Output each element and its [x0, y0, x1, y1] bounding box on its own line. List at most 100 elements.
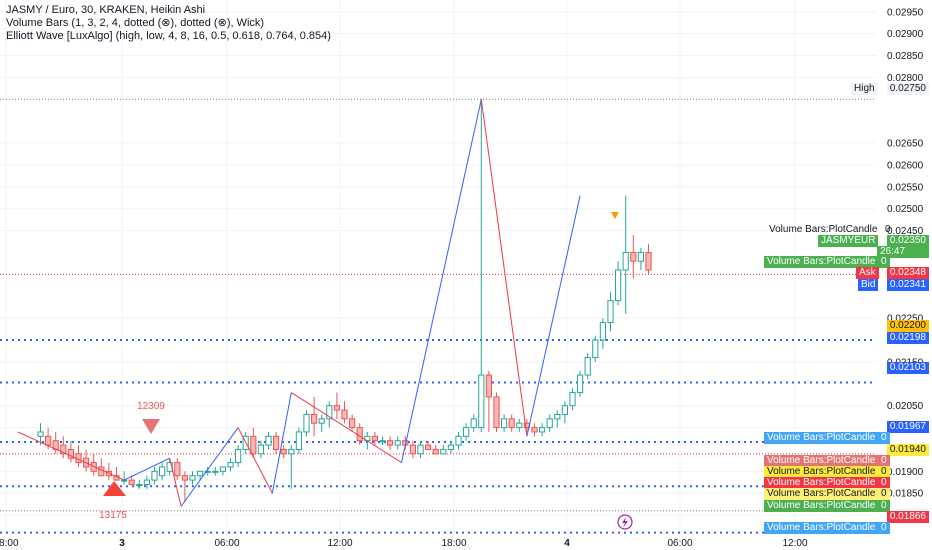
- price-tick-label: 0.02950: [887, 7, 924, 18]
- candle-body: [333, 405, 340, 411]
- plot-candle-pink: Volume Bars:PlotCandle: [764, 455, 879, 467]
- candle-body: [463, 427, 470, 437]
- candle-body: [432, 448, 439, 455]
- wave-segment: [237, 427, 273, 494]
- candle-body: [45, 435, 52, 446]
- candle-body: [531, 427, 538, 433]
- candle-body: [569, 392, 576, 407]
- price-tick-label: 0.02800: [887, 73, 924, 84]
- candle-body: [577, 374, 584, 394]
- volume-bars-indicator[interactable]: Volume Bars (1, 3, 2, 4, dotted (⊗), dot…: [6, 17, 265, 29]
- volume-bars-plot-value: 0: [885, 224, 891, 235]
- volume-bars-plot-text: Volume Bars:PlotCandle: [769, 224, 878, 235]
- price-tick-label: 0.01850: [887, 489, 924, 500]
- volume-bars-plot-green: Volume Bars:PlotCandle: [764, 256, 879, 268]
- candle-body: [121, 479, 128, 482]
- candle-body: [599, 322, 606, 341]
- plot-candle-blue-2-value: 0: [878, 522, 890, 534]
- symbol-title[interactable]: JASMY / Euro, 30, KRAKEN, Heikin Ashi: [6, 4, 206, 16]
- price-tick-label: 0.02250: [887, 314, 924, 325]
- level-label-3: 0.02103: [886, 362, 929, 374]
- time-tick-label: 06:00: [667, 538, 692, 549]
- price-tick-label: 0.02050: [887, 401, 924, 412]
- candle-body: [440, 448, 447, 455]
- price-tick-label: 0.02850: [887, 51, 924, 62]
- candle-body: [387, 440, 394, 446]
- wave-segment: [123, 457, 170, 481]
- plot-candle-green-value: 0: [878, 500, 890, 512]
- candle-body: [516, 422, 523, 429]
- time-axis[interactable]: 18:00 3 06:00 12:00 18:00 4 06:00 12:00: [0, 538, 808, 549]
- candle-body: [584, 357, 591, 376]
- candle-body: [181, 475, 189, 481]
- bid-text: Bid: [858, 279, 879, 291]
- wave-segment: [17, 431, 125, 481]
- candle-body: [455, 435, 462, 446]
- level-label-5: 0.01940: [886, 444, 929, 456]
- wave-high-annotation: 12309: [137, 401, 165, 412]
- candle-body: [159, 466, 166, 477]
- price-tick-label: 0.02600: [887, 160, 924, 171]
- countdown-label: 26:47: [877, 246, 929, 258]
- candle-body: [250, 435, 257, 455]
- plot-candle-green: Volume Bars:PlotCandle: [764, 500, 879, 512]
- ask-price-label: 0.02348: [886, 267, 929, 279]
- symbol-badge: JASMYEUR: [818, 235, 879, 247]
- candle-body: [493, 396, 500, 429]
- candle-body: [539, 427, 546, 433]
- price-tick-label: 0.02650: [887, 139, 924, 150]
- candle-body: [561, 405, 568, 415]
- chart-legend: JASMY / Euro, 30, KRAKEN, Heikin Ashi Vo…: [6, 4, 331, 43]
- lightning-icon[interactable]: [617, 514, 633, 530]
- candle-body: [98, 466, 105, 477]
- last-price-label: 0.02350: [886, 235, 929, 247]
- candle-body: [37, 431, 44, 437]
- plot-candle-pink-value: 0: [878, 455, 890, 467]
- wave-segment: [169, 458, 182, 507]
- plot-candle-blue-2: Volume Bars:PlotCandle: [764, 522, 879, 534]
- candle-body: [67, 448, 75, 459]
- price-tick-label: 0.02450: [887, 226, 924, 237]
- candle-body: [425, 444, 432, 450]
- candle-body: [219, 466, 227, 472]
- level-label-6: 0.01866: [886, 511, 929, 523]
- candle-body: [470, 418, 477, 429]
- wave-segment: [526, 195, 581, 437]
- candle-body: [235, 448, 242, 464]
- candle-body: [371, 435, 378, 442]
- candle-body: [326, 405, 333, 420]
- plot-candle-yellow-2: Volume Bars:PlotCandle: [764, 488, 879, 500]
- candle-body: [143, 479, 151, 485]
- candle-body: [189, 475, 196, 481]
- candle-body: [546, 418, 553, 429]
- level-label-2: 0.02198: [886, 332, 929, 344]
- candle-body: [630, 251, 637, 262]
- time-tick-label: 4: [564, 538, 570, 549]
- price-tick-label: 0.02900: [887, 29, 924, 40]
- elliott-wave-indicator[interactable]: Elliott Wave [LuxAlgo] (high, low, 4, 8,…: [6, 30, 331, 42]
- candle-body: [303, 413, 310, 433]
- candle-body: [508, 418, 515, 429]
- wave-segment: [401, 99, 482, 463]
- time-tick-label: 06:00: [214, 538, 239, 549]
- time-tick-label: 12:00: [782, 538, 807, 549]
- candle-body: [645, 251, 652, 271]
- price-tick-label: 0.01900: [887, 467, 924, 478]
- high-label-text: High: [851, 83, 878, 95]
- candle-body: [478, 374, 485, 429]
- candle-body: [151, 470, 158, 481]
- candle-body: [273, 435, 280, 450]
- candle-body: [615, 269, 622, 302]
- triangle-down-icon: [142, 419, 160, 434]
- candle-body: [174, 462, 181, 477]
- candle-body: [622, 251, 629, 271]
- time-tick-label: 18:00: [441, 538, 466, 549]
- candle-body: [356, 427, 363, 442]
- wave-segment: [291, 392, 402, 464]
- level-label-4: 0.01967: [886, 421, 929, 433]
- triangle-down-small-icon: [611, 212, 619, 219]
- candle-body: [280, 448, 287, 455]
- lightning-bolt: [622, 517, 628, 528]
- chart-grid: [0, 0, 876, 537]
